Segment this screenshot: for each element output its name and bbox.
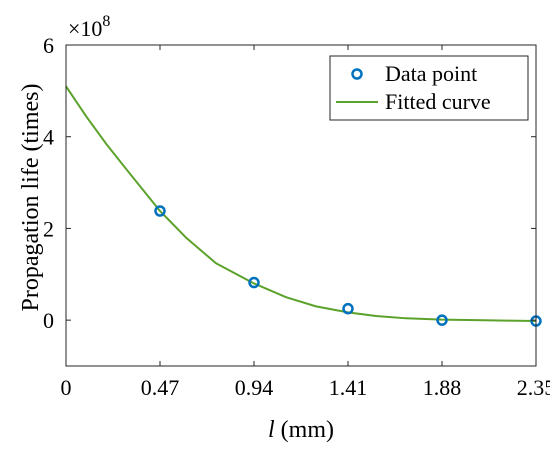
- x-axis-unit: (mm): [275, 417, 334, 443]
- plot-frame: [65, 44, 537, 367]
- y-axis-multiplier: ×108: [68, 13, 110, 41]
- y-tick-label: 4: [43, 125, 54, 150]
- fitted-curve-layer: [65, 85, 537, 323]
- legend-box: [329, 55, 529, 121]
- legend-label-data-point: Data point: [385, 61, 477, 86]
- y-tick-label: 6: [43, 33, 54, 58]
- x-axis-variable: l: [268, 417, 275, 443]
- x-tick-label: 1.41: [329, 375, 368, 400]
- x-tick-label: 2.35: [517, 375, 550, 400]
- legend: Data point Fitted curve: [329, 55, 529, 121]
- x-tick-label: 0.94: [235, 375, 274, 400]
- data-point: [342, 302, 354, 315]
- legend-label-fitted-curve: Fitted curve: [385, 89, 491, 114]
- x-axis-label: l (mm): [268, 417, 334, 443]
- y-axis-ticks: 0 2 4 6: [43, 33, 536, 333]
- y-axis-multiplier-base: ×10: [68, 16, 102, 41]
- x-tick-label: 0.47: [141, 375, 180, 400]
- data-point: [154, 205, 166, 217]
- y-axis-multiplier-exponent: 8: [102, 13, 110, 30]
- fitted-curve-line: [65, 85, 537, 323]
- x-axis-ticks: 0 0.47 0.94 1.41 1.88 2.35: [61, 45, 550, 400]
- legend-marker-data-point: [351, 68, 363, 80]
- data-points-layer: [154, 205, 542, 327]
- x-tick-label: 1.88: [423, 375, 462, 400]
- data-point: [436, 314, 448, 326]
- data-point: [248, 276, 260, 289]
- y-tick-label: 0: [43, 308, 54, 333]
- y-axis-label: Propagation life (times): [18, 84, 44, 312]
- x-tick-label: 0: [61, 375, 72, 400]
- y-tick-label: 2: [43, 216, 54, 241]
